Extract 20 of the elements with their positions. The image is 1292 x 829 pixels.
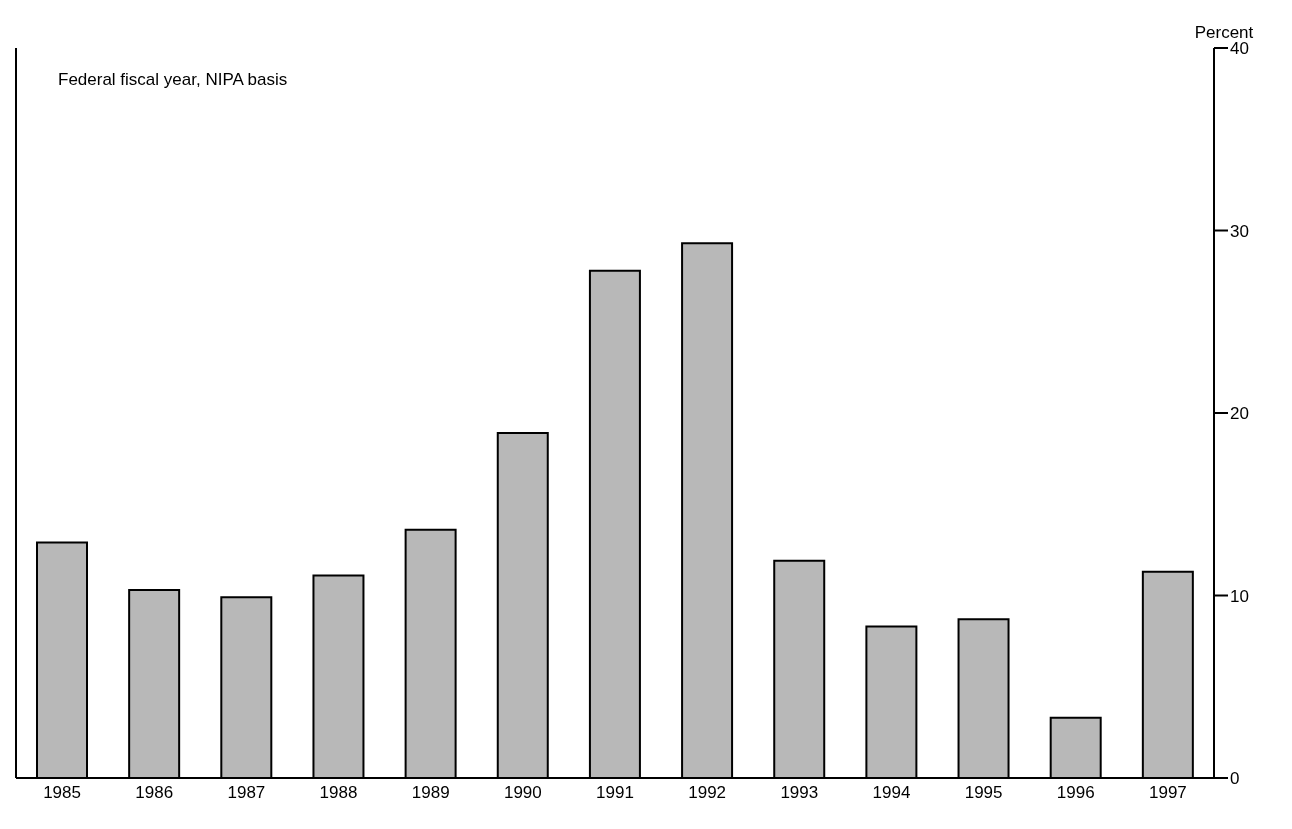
x-tick-label: 1989 xyxy=(411,783,450,803)
x-tick-label: 1987 xyxy=(227,783,266,803)
y-tick-label: 30 xyxy=(1230,221,1249,241)
y-tick-label: 20 xyxy=(1230,404,1249,424)
x-tick-label: 1997 xyxy=(1149,783,1187,803)
y-axis-title: Percent xyxy=(1194,23,1254,42)
y-tick-label: 40 xyxy=(1230,39,1249,59)
x-tick-label: 1991 xyxy=(596,783,634,803)
x-tick-label: 1993 xyxy=(780,783,819,803)
x-tick-label: 1996 xyxy=(1056,783,1095,803)
y-tick-label: 0 xyxy=(1230,769,1240,789)
x-tick-label: 1985 xyxy=(43,783,81,803)
annotation: Federal fiscal year, NIPA basis xyxy=(58,70,288,90)
x-tick-label: 1986 xyxy=(135,783,174,803)
x-tick-label: 1988 xyxy=(319,783,358,803)
x-tick-label: 1994 xyxy=(872,783,911,803)
x-tick-label: 1995 xyxy=(964,783,1003,803)
y-tick-label: 10 xyxy=(1230,586,1249,606)
x-tick-label: 1992 xyxy=(688,783,727,803)
x-tick-label: 1990 xyxy=(503,783,542,803)
